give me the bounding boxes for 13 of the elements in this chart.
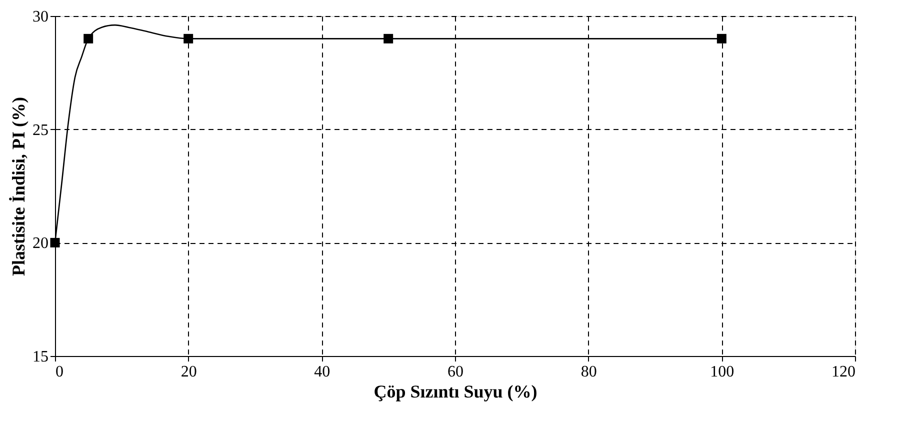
x-tick-label: 40	[314, 364, 330, 380]
x-tick-label: 20	[180, 364, 197, 380]
x-tick-label: 60	[448, 364, 464, 380]
x-tick-label: 0	[56, 364, 64, 380]
y-tick-label: 20	[32, 235, 48, 252]
y-tick-label: 25	[32, 122, 48, 139]
y-axis-title: Plastisite İndisi, PI (%)	[8, 96, 28, 276]
x-tick-label: 120	[832, 364, 856, 380]
y-tick-label: 30	[32, 8, 48, 26]
y-tick-label: 15	[32, 348, 48, 366]
x-tick-label: 80	[580, 364, 597, 380]
x-tick-label: 100	[710, 364, 734, 380]
x-axis-title: Çöp Sızıntı Suyu (%)	[374, 382, 538, 402]
